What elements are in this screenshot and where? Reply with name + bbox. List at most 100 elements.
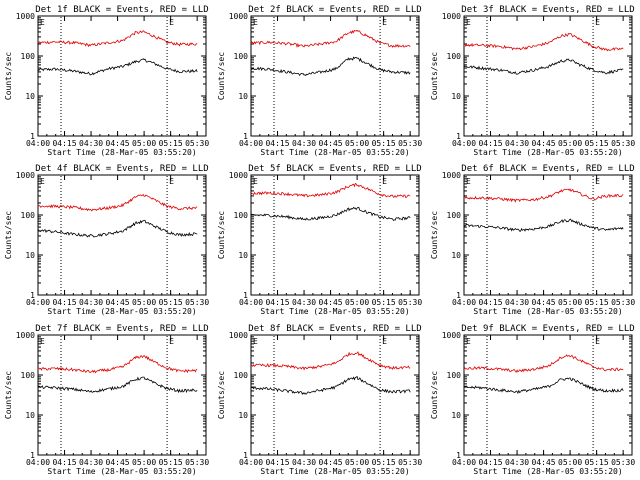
x-tick-label: 05:00 bbox=[558, 458, 582, 467]
y-axis-label: Counts/sec bbox=[217, 52, 226, 100]
y-tick-label: 1000 bbox=[442, 331, 461, 340]
y-tick-label: 100 bbox=[447, 52, 462, 61]
x-tick-label: 04:00 bbox=[239, 458, 263, 467]
x-tick-label: 04:45 bbox=[532, 298, 556, 307]
event-marker-label: E bbox=[169, 177, 174, 186]
x-tick-label: 04:00 bbox=[239, 298, 263, 307]
y-tick-label: 10 bbox=[238, 92, 248, 101]
y-tick-label: 10 bbox=[451, 251, 461, 260]
plot-frame bbox=[37, 174, 207, 296]
event-marker-label: E bbox=[595, 337, 600, 346]
y-tick-label: 100 bbox=[21, 52, 36, 61]
panel-det-3f: Det 3f BLACK = Events, RED = LLD 1 10 100 10… bbox=[430, 5, 635, 157]
x-tick-label: 05:15 bbox=[159, 298, 183, 307]
events-series-line bbox=[463, 58, 624, 75]
lld-series-line bbox=[464, 32, 624, 52]
plot-frame bbox=[250, 174, 420, 296]
x-tick-label: 05:30 bbox=[398, 458, 422, 467]
y-axis-label: Counts/sec bbox=[430, 52, 439, 100]
panel-det-2f: Det 2f BLACK = Events, RED = LLD 1 10 100 10… bbox=[217, 5, 422, 157]
y-axis-label: Counts/sec bbox=[217, 371, 226, 419]
x-tick-label: 05:00 bbox=[132, 458, 156, 467]
panel-title: Det 7f BLACK = Events, RED = LLD bbox=[35, 324, 208, 334]
lld-series-line bbox=[37, 355, 198, 374]
event-marker-label: E bbox=[595, 177, 600, 186]
y-tick-label: 1000 bbox=[229, 171, 248, 180]
x-tick-label: 04:00 bbox=[26, 458, 50, 467]
y-tick-label: 1000 bbox=[16, 171, 35, 180]
plot-frame bbox=[250, 334, 420, 456]
x-tick-label: 05:15 bbox=[372, 139, 396, 148]
x-tick-label: 04:45 bbox=[319, 139, 343, 148]
panel-det-4f: Det 4f BLACK = Events, RED = LLD 1 10 100 10… bbox=[4, 164, 209, 316]
panel-title: Det 3f BLACK = Events, RED = LLD bbox=[461, 5, 634, 15]
x-tick-label: 05:30 bbox=[398, 298, 422, 307]
x-tick-label: 04:00 bbox=[26, 139, 50, 148]
event-marker-label: E bbox=[40, 18, 45, 27]
panel-det-7f: Det 7f BLACK = Events, RED = LLD 1 10 100 10… bbox=[4, 324, 209, 476]
x-tick-label: 04:30 bbox=[505, 458, 529, 467]
y-tick-label: 100 bbox=[21, 371, 36, 380]
x-tick-label: 05:15 bbox=[372, 458, 396, 467]
y-tick-label: 10 bbox=[25, 411, 35, 420]
events-series-line bbox=[463, 377, 624, 395]
panel-title: Det 8f BLACK = Events, RED = LLD bbox=[248, 324, 421, 334]
x-tick-label: 04:45 bbox=[106, 139, 130, 148]
x-axis-label: Start Time (28-Mar-05 03:55:20) bbox=[260, 467, 409, 476]
x-axis-label: Start Time (28-Mar-05 03:55:20) bbox=[473, 148, 622, 157]
y-tick-label: 1 bbox=[30, 451, 35, 460]
panel-det-6f: Det 6f BLACK = Events, RED = LLD 1 10 100 10… bbox=[430, 164, 635, 316]
x-tick-label: 04:30 bbox=[292, 298, 316, 307]
events-series-line bbox=[37, 376, 198, 394]
events-series-line bbox=[37, 219, 198, 238]
events-series-line bbox=[463, 218, 624, 232]
y-tick-label: 100 bbox=[447, 371, 462, 380]
x-axis-label: Start Time (28-Mar-05 03:55:20) bbox=[260, 307, 409, 316]
y-tick-label: 10 bbox=[25, 92, 35, 101]
plot-frame bbox=[250, 15, 420, 137]
y-tick-label: 1000 bbox=[16, 12, 35, 21]
lld-series-line bbox=[463, 354, 624, 373]
y-tick-label: 10 bbox=[238, 251, 248, 260]
event-marker-label: E bbox=[466, 18, 471, 27]
x-tick-label: 05:15 bbox=[585, 139, 609, 148]
x-tick-label: 05:30 bbox=[398, 139, 422, 148]
x-tick-label: 04:00 bbox=[239, 139, 263, 148]
event-marker-label: E bbox=[466, 177, 471, 186]
lld-series-line bbox=[250, 182, 411, 199]
x-tick-label: 04:15 bbox=[265, 298, 289, 307]
x-tick-label: 04:15 bbox=[478, 139, 502, 148]
events-series-line bbox=[250, 206, 411, 221]
x-tick-label: 05:30 bbox=[611, 139, 635, 148]
y-axis-label: Counts/sec bbox=[4, 371, 13, 419]
x-tick-label: 04:30 bbox=[292, 458, 316, 467]
x-tick-label: 04:00 bbox=[452, 298, 476, 307]
event-marker-label: E bbox=[466, 337, 471, 346]
x-tick-label: 04:15 bbox=[265, 458, 289, 467]
x-tick-label: 05:00 bbox=[132, 139, 156, 148]
y-tick-label: 1 bbox=[456, 451, 461, 460]
y-tick-label: 10 bbox=[451, 411, 461, 420]
x-tick-label: 05:00 bbox=[345, 298, 369, 307]
event-marker-label: E bbox=[253, 177, 258, 186]
x-tick-label: 04:00 bbox=[452, 458, 476, 467]
y-tick-label: 1 bbox=[30, 291, 35, 300]
events-series-line bbox=[250, 375, 411, 395]
lld-series-line bbox=[250, 29, 411, 48]
y-axis-label: Counts/sec bbox=[430, 211, 439, 259]
y-tick-label: 1000 bbox=[16, 331, 35, 340]
y-tick-label: 10 bbox=[25, 251, 35, 260]
y-tick-label: 1 bbox=[456, 291, 461, 300]
lld-series-line bbox=[463, 188, 624, 203]
y-tick-label: 100 bbox=[21, 211, 36, 220]
lld-series-line bbox=[250, 351, 411, 371]
x-tick-label: 05:00 bbox=[558, 139, 582, 148]
y-tick-label: 1000 bbox=[229, 331, 248, 340]
lld-series-line bbox=[37, 30, 198, 48]
event-marker-label: E bbox=[40, 337, 45, 346]
event-marker-label: E bbox=[382, 177, 387, 186]
x-tick-label: 04:30 bbox=[292, 139, 316, 148]
event-marker-label: E bbox=[169, 18, 174, 27]
y-tick-label: 1 bbox=[243, 451, 248, 460]
